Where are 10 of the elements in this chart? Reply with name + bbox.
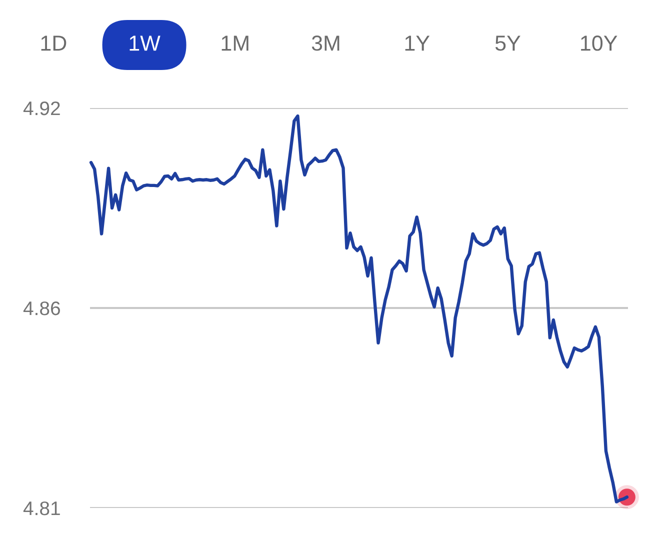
category-label: 1D — [41, 36, 66, 51]
y-tick-label: 4.81 — [23, 501, 60, 516]
category-label: 1W — [130, 36, 160, 51]
y-tick-label: 4.92 — [23, 101, 60, 116]
category-label: 3M — [312, 36, 340, 51]
category-label: 10Y — [581, 36, 618, 51]
category-label: 1M — [222, 36, 248, 51]
category-label: 1Y — [405, 36, 430, 51]
category-label: 5Y — [495, 36, 520, 51]
y-tick-label: 4.86 — [23, 301, 60, 316]
